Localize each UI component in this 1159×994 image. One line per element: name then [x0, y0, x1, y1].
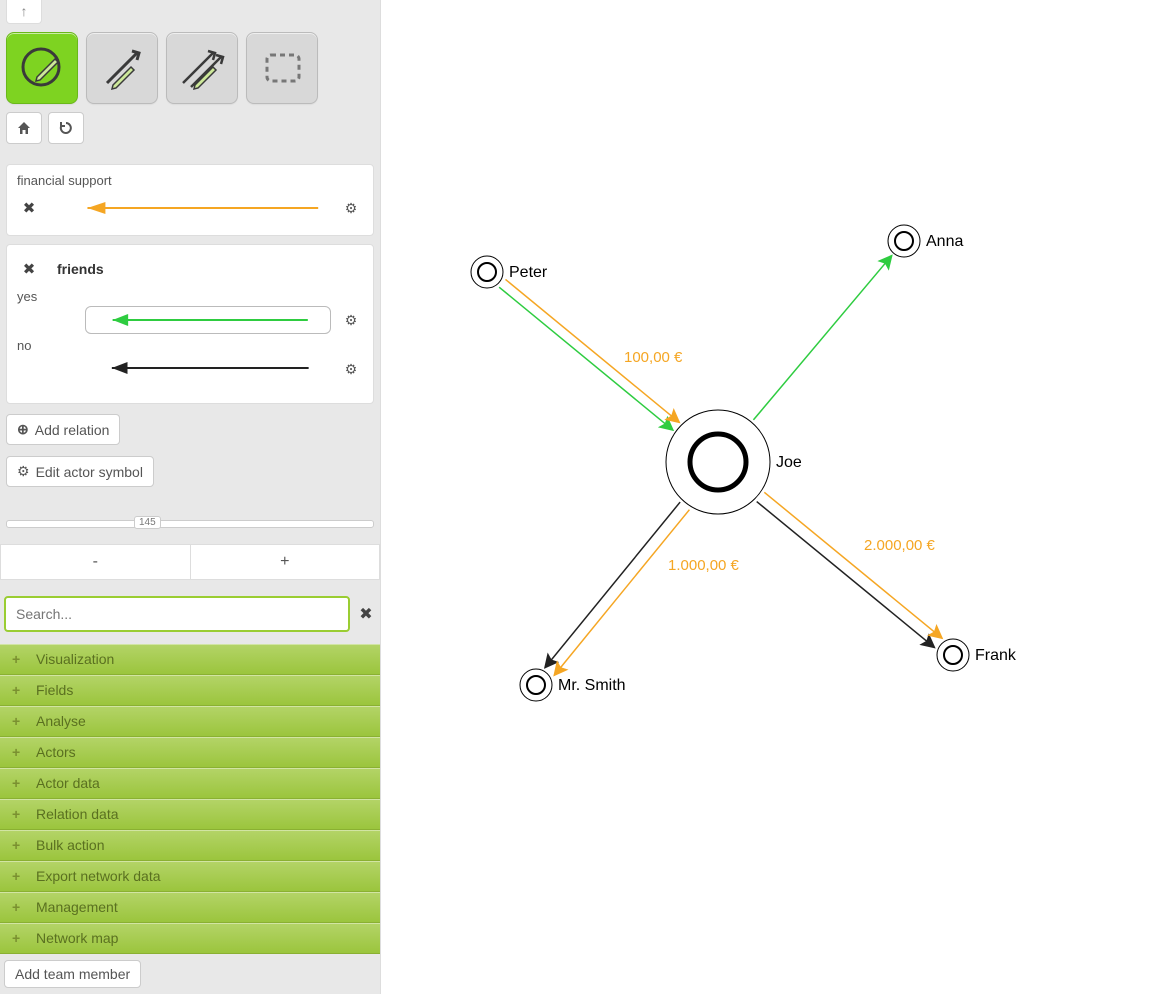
plus-icon: +: [12, 651, 28, 667]
single-edge-icon: [97, 43, 147, 93]
edge-label: 1.000,00 €: [668, 557, 740, 574]
accordion-label: Relation data: [36, 806, 119, 822]
collapse-up-tab[interactable]: ↑: [6, 0, 42, 24]
node-label: Joe: [776, 454, 802, 471]
edge-label: 100,00 €: [624, 349, 683, 366]
friends-no-label: no: [17, 338, 363, 353]
accordion-label: Export network data: [36, 868, 161, 884]
accordion-item-relation-data[interactable]: + Relation data: [0, 799, 380, 830]
node-label: Mr. Smith: [558, 677, 626, 694]
edge-label: 2.000,00 €: [864, 537, 936, 554]
sidebar: ↑: [0, 0, 381, 994]
zoom-out-button[interactable]: -: [0, 544, 190, 580]
accordion-label: Visualization: [36, 651, 114, 667]
accordion-item-bulk-action[interactable]: + Bulk action: [0, 830, 380, 861]
gear-icon: ⚙: [17, 463, 30, 480]
multi-edge-icon: [177, 43, 227, 93]
edit-actor-label: Edit actor symbol: [36, 464, 143, 480]
small-button-row: [6, 112, 84, 144]
add-team-member-button[interactable]: Add team member: [4, 960, 141, 988]
accordion-label: Bulk action: [36, 837, 104, 853]
home-button[interactable]: [6, 112, 42, 144]
accordion-label: Analyse: [36, 713, 86, 729]
accordion-label: Management: [36, 899, 118, 915]
relation-arrow-financial[interactable]: [49, 194, 331, 222]
accordion-item-export-network-data[interactable]: + Export network data: [0, 861, 380, 892]
node-smith[interactable]: Mr. Smith: [520, 669, 626, 701]
node-label: Anna: [926, 233, 963, 250]
plus-icon: +: [12, 806, 28, 822]
node-joe[interactable]: Joe: [666, 410, 802, 514]
accordion-label: Actors: [36, 744, 76, 760]
close-icon[interactable]: ✖: [17, 199, 41, 217]
tool-node-edit[interactable]: [6, 32, 78, 104]
node-label: Frank: [975, 647, 1017, 664]
close-icon[interactable]: ✖: [17, 260, 41, 278]
tool-select-rect[interactable]: [246, 32, 318, 104]
plus-icon: +: [12, 868, 28, 884]
gear-icon[interactable]: ⚙: [339, 361, 363, 378]
plus-icon: +: [12, 930, 28, 946]
plus-icon: +: [12, 837, 28, 853]
zoom-slider[interactable]: 145: [6, 520, 374, 532]
gear-icon[interactable]: ⚙: [339, 312, 363, 329]
relation-title: financial support: [17, 173, 363, 188]
accordion-label: Actor data: [36, 775, 100, 791]
network-svg: 100,00 € 1.000,00 € 2.000,00 € Peter Anna Mr.…: [381, 0, 1159, 994]
relation-panel-friends: ✖ friends yes ⚙ no ⚙: [6, 244, 374, 404]
zoom-buttons: - +: [0, 544, 380, 580]
plus-circle-icon: ⊕: [17, 421, 29, 438]
clear-search-icon[interactable]: ✖: [356, 604, 376, 624]
home-icon: [16, 120, 32, 136]
edit-actor-button[interactable]: ⚙ Edit actor symbol: [6, 456, 154, 487]
accordion-label: Fields: [36, 682, 73, 698]
arrow-left-icon: [86, 307, 330, 333]
accordion-item-network-map[interactable]: + Network map: [0, 923, 380, 954]
accordion-item-visualization[interactable]: + Visualization: [0, 644, 380, 675]
accordion-label: Network map: [36, 930, 118, 946]
search-input[interactable]: [4, 596, 350, 632]
select-rect-icon: [257, 43, 307, 93]
accordion-item-actor-data[interactable]: + Actor data: [0, 768, 380, 799]
accordion: + Visualization + Fields + Analyse + Actors + Act…: [0, 644, 380, 954]
network-canvas[interactable]: 100,00 € 1.000,00 € 2.000,00 € Peter Anna Mr.…: [381, 0, 1159, 994]
plus-icon: +: [12, 775, 28, 791]
slider-value: 145: [134, 516, 161, 529]
relation-panel-financial: financial support ✖ ⚙: [6, 164, 374, 236]
plus-icon: +: [12, 682, 28, 698]
gear-icon[interactable]: ⚙: [339, 200, 363, 217]
search-row: ✖: [4, 596, 376, 632]
tool-single-edge[interactable]: [86, 32, 158, 104]
node-frank[interactable]: Frank: [937, 639, 1017, 671]
accordion-item-management[interactable]: + Management: [0, 892, 380, 923]
refresh-button[interactable]: [48, 112, 84, 144]
zoom-in-button[interactable]: +: [190, 544, 381, 580]
relation-arrow-friends-yes[interactable]: [85, 306, 331, 334]
plus-icon: +: [12, 899, 28, 915]
node-label: Peter: [509, 264, 548, 281]
tool-row: [6, 32, 318, 104]
plus-icon: +: [12, 744, 28, 760]
add-relation-label: Add relation: [35, 422, 110, 438]
accordion-item-analyse[interactable]: + Analyse: [0, 706, 380, 737]
add-relation-button[interactable]: ⊕ Add relation: [6, 414, 120, 445]
node-anna[interactable]: Anna: [888, 225, 963, 257]
accordion-item-actors[interactable]: + Actors: [0, 737, 380, 768]
arrow-left-icon: [49, 194, 331, 222]
relation-title: friends: [41, 261, 363, 277]
refresh-icon: [58, 120, 74, 136]
node-edit-icon: [17, 43, 67, 93]
friends-yes-label: yes: [17, 289, 363, 304]
relation-arrow-friends-no[interactable]: [85, 355, 331, 383]
plus-icon: +: [12, 713, 28, 729]
arrow-left-icon: [85, 355, 331, 381]
tool-multi-edge[interactable]: [166, 32, 238, 104]
accordion-item-fields[interactable]: + Fields: [0, 675, 380, 706]
